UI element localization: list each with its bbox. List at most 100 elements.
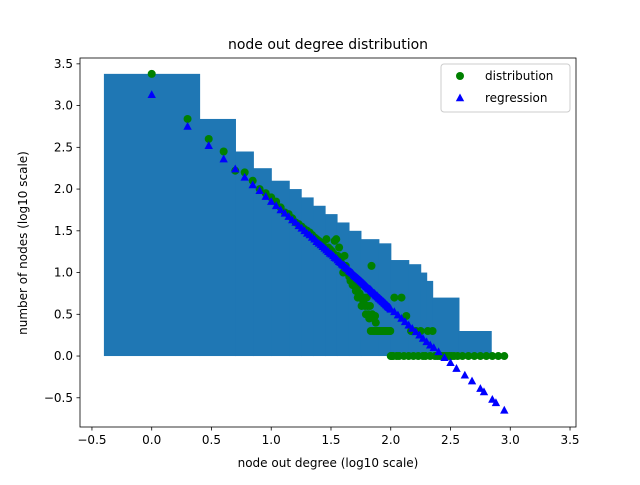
point-distribution-129 — [458, 352, 467, 361]
x-tick-label-4: 1.5 — [321, 433, 340, 447]
point-distribution-136 — [500, 352, 509, 361]
histogram-bar-1 — [199, 118, 236, 357]
point-distribution-107 — [402, 311, 411, 320]
y-tick-label-2: 0.5 — [54, 307, 73, 321]
x-tick-label-8: 3.5 — [560, 433, 579, 447]
x-tick-label-6: 2.5 — [441, 433, 460, 447]
point-regression-105 — [408, 323, 417, 332]
point-distribution-28 — [322, 235, 331, 244]
point-regression-102 — [397, 313, 406, 322]
y-tick-label-0: −0.5 — [44, 391, 73, 405]
histogram-bar-6 — [301, 197, 314, 357]
plot-area: −0.5 0.0 0.5 1.0 1.5 2.0 2.5 3.0 3.5 −0.5 0.0 0.5 1.… — [44, 57, 580, 447]
y-tick-label-7: 3.0 — [54, 99, 73, 113]
point-distribution-3 — [219, 147, 228, 156]
point-regression-6 — [248, 180, 257, 189]
point-distribution-102 — [390, 293, 399, 302]
legend: distribution regression — [440, 63, 571, 113]
legend-box — [440, 63, 571, 113]
point-distribution-5 — [240, 168, 249, 177]
point-regression-121 — [491, 398, 501, 407]
histogram-bar-18 — [458, 330, 492, 357]
point-distribution-98 — [386, 326, 395, 335]
point-regression-119 — [479, 387, 489, 396]
point-regression-120 — [488, 394, 497, 403]
point-distribution-132 — [476, 352, 485, 361]
point-distribution-68 — [367, 261, 376, 270]
histogram-bar-17 — [432, 297, 460, 357]
point-regression-1 — [183, 121, 192, 130]
point-regression-4 — [231, 164, 240, 173]
point-regression-104 — [404, 320, 413, 329]
series-regression — [147, 90, 509, 414]
histogram-bar-13 — [390, 260, 410, 357]
point-distribution-73 — [371, 311, 380, 320]
point-regression-109 — [422, 337, 431, 346]
point-distribution-36 — [335, 243, 344, 252]
y-tick-label-3: 1.0 — [54, 266, 73, 280]
point-regression-9 — [267, 197, 276, 205]
point-distribution-135 — [494, 352, 503, 361]
point-regression-115 — [452, 364, 461, 372]
point-regression-106 — [411, 327, 421, 336]
point-distribution-34 — [332, 235, 341, 244]
x-tick-label-1: 0.0 — [142, 433, 161, 447]
point-distribution-66 — [365, 301, 374, 310]
legend-marker-distribution — [456, 72, 464, 80]
legend-label-distribution: distribution — [485, 69, 553, 83]
point-regression-3 — [219, 154, 228, 163]
point-regression-7 — [255, 186, 264, 195]
histogram-bar-2 — [235, 151, 254, 357]
point-distribution-1 — [183, 114, 192, 123]
point-regression-112 — [434, 347, 443, 356]
chart-title: node out degree distribution — [228, 37, 428, 53]
x-tick-label-5: 2.0 — [381, 433, 400, 447]
point-regression-103 — [400, 317, 410, 326]
point-regression-113 — [440, 353, 449, 362]
point-regression-11 — [276, 205, 285, 214]
x-tick-label-3: 1.0 — [262, 433, 281, 447]
point-regression-107 — [415, 330, 424, 339]
y-axis-label: number of nodes (log10 scale) — [16, 151, 30, 335]
histogram-bar-3 — [253, 168, 272, 357]
point-distribution-0 — [147, 69, 156, 78]
y-tick-label-4: 1.5 — [54, 224, 73, 238]
point-regression-2 — [204, 141, 213, 149]
point-regression-122 — [500, 405, 509, 414]
point-distribution-134 — [488, 352, 497, 361]
y-tick-label-1: 0.0 — [54, 349, 73, 363]
histogram-bar-16 — [426, 280, 434, 357]
point-regression-114 — [446, 358, 455, 367]
axes-frame — [79, 57, 577, 428]
point-distribution-133 — [482, 352, 491, 361]
histogram-bar-4 — [271, 180, 290, 357]
point-regression-101 — [393, 310, 403, 319]
point-regression-0 — [147, 90, 156, 99]
point-regression-13 — [284, 212, 293, 220]
x-tick-label-7: 3.0 — [501, 433, 520, 447]
point-distribution-62 — [362, 293, 371, 302]
histogram-bar-15 — [420, 272, 428, 357]
point-regression-12 — [280, 208, 290, 217]
legend-marker-regression — [455, 93, 465, 102]
point-regression-117 — [467, 376, 477, 385]
y-tick-label-6: 2.5 — [54, 140, 73, 154]
y-tick-label-8: 3.5 — [54, 57, 73, 71]
point-regression-10 — [271, 201, 281, 210]
point-regression-100 — [390, 307, 399, 316]
histogram-bar-14 — [408, 264, 422, 357]
point-distribution-74 — [371, 318, 380, 327]
histogram-bar-9 — [336, 222, 350, 357]
x-axis-label: node out degree (log10 scale) — [238, 456, 419, 470]
point-distribution-130 — [464, 352, 473, 361]
point-distribution-131 — [470, 352, 479, 361]
point-regression-8 — [261, 192, 270, 200]
point-distribution-105 — [397, 293, 406, 302]
point-distribution-2 — [204, 134, 213, 143]
x-tick-label-2: 0.5 — [202, 433, 221, 447]
point-distribution-40 — [340, 251, 349, 260]
point-regression-108 — [418, 334, 428, 342]
point-regression-118 — [476, 384, 485, 392]
